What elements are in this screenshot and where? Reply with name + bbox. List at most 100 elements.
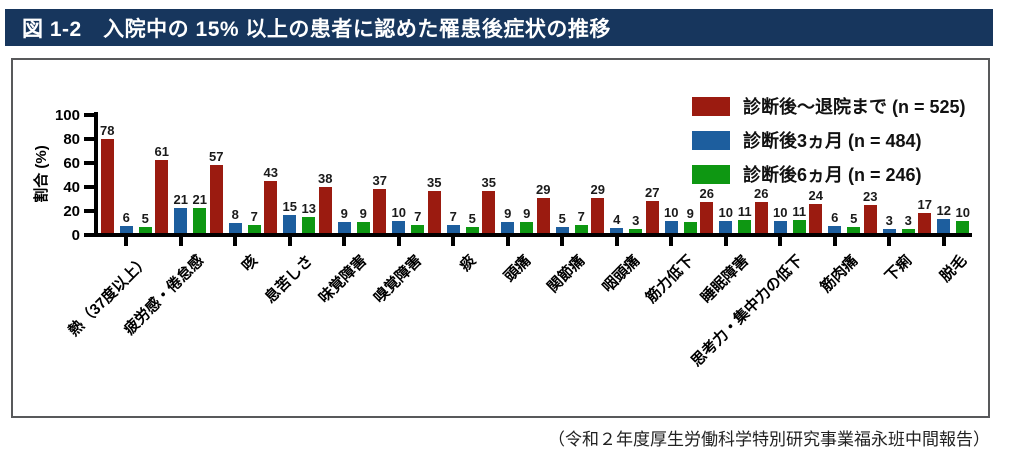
- bar-with-label: 3: [629, 214, 643, 233]
- bar-with-label: 7: [574, 208, 588, 233]
- bar: [809, 204, 823, 233]
- bar-with-label: 10: [664, 206, 678, 233]
- bar: [610, 228, 624, 233]
- bar-value-label: 4: [613, 212, 621, 228]
- bar: [645, 200, 659, 233]
- legend-item-label: 診断後～退院まで (n = 525): [743, 97, 966, 117]
- bar: [138, 227, 152, 233]
- bar-with-label: 26: [699, 185, 714, 233]
- bar-with-label: 24: [808, 188, 823, 233]
- bar-value-label: 9: [504, 206, 512, 222]
- x-axis-tick: [887, 237, 892, 246]
- x-axis-tick: [342, 237, 347, 246]
- bar-with-label: 15: [282, 199, 297, 233]
- bar-with-label: 10: [392, 206, 406, 233]
- y-axis-tick: [84, 113, 96, 117]
- bar-with-label: 6: [119, 209, 133, 233]
- bar-value-label: 37: [372, 172, 387, 188]
- bar-value-label: 13: [301, 201, 316, 217]
- bar-with-label: 27: [645, 186, 659, 233]
- bar: [482, 191, 496, 233]
- bar-with-label: 17: [918, 198, 932, 233]
- bar-value-label: 26: [699, 185, 714, 201]
- bar-value-label: 7: [577, 208, 585, 224]
- y-axis-tick: [84, 161, 96, 165]
- bar: [427, 191, 441, 233]
- bar: [520, 222, 534, 233]
- y-axis-tick: [84, 233, 96, 237]
- bar-value-label: 7: [449, 208, 457, 224]
- x-category-label: 脱毛: [936, 252, 970, 286]
- x-category-label: 筋力低下: [642, 252, 698, 307]
- bar: [119, 225, 133, 233]
- bar-value-label: 9: [359, 206, 367, 222]
- bar-value-label: 9: [340, 206, 348, 222]
- x-category-label: 筋肉痛: [817, 252, 861, 296]
- legend-item: 診断後～退院まで (n = 525): [692, 93, 966, 119]
- bar-value-label: 21: [192, 191, 207, 207]
- bar: [337, 222, 351, 233]
- bar-with-label: 9: [501, 206, 515, 233]
- x-category-label: 関節痛: [544, 252, 589, 296]
- x-axis-line: [94, 233, 972, 237]
- bar-value-label: 35: [427, 175, 442, 190]
- bar-with-label: 12: [937, 204, 951, 233]
- bar-value-label: 43: [263, 165, 278, 181]
- bar: [174, 207, 188, 233]
- bar-group: 27 10 9: [644, 60, 699, 233]
- x-category-label: 下痢: [882, 252, 916, 286]
- x-axis-tick: [178, 237, 183, 246]
- bar-group: 78 6 5: [99, 60, 154, 233]
- bar-value-label: 24: [808, 188, 823, 204]
- bar-value-label: 38: [318, 171, 333, 187]
- bar-with-label: 11: [737, 203, 752, 233]
- bar: [465, 227, 479, 233]
- bar: [555, 227, 569, 233]
- y-axis-tick-label: 60: [63, 155, 80, 172]
- bar: [446, 224, 460, 233]
- bar: [683, 222, 697, 233]
- legend-color-swatch: [692, 164, 730, 184]
- bar-value-label: 57: [209, 148, 224, 164]
- x-axis-tick: [778, 237, 783, 246]
- bar: [193, 207, 207, 233]
- bar-with-label: 5: [138, 212, 152, 233]
- bar: [719, 221, 733, 233]
- bar-with-label: 7: [247, 210, 261, 233]
- bar: [591, 198, 605, 233]
- bar: [863, 205, 877, 233]
- bar: [937, 218, 951, 233]
- bar-with-label: 11: [792, 205, 806, 233]
- bar: [918, 212, 932, 233]
- x-axis-tick: [941, 237, 946, 246]
- bar-with-label: 21: [174, 193, 188, 233]
- x-category-label: 咽頭痛: [599, 252, 643, 296]
- bar-with-label: 57: [209, 148, 224, 233]
- bar-value-label: 6: [122, 209, 130, 225]
- bar-value-label: 7: [414, 208, 422, 224]
- bar: [264, 181, 278, 233]
- y-axis-tick: [84, 185, 96, 189]
- bar-value-label: 11: [737, 203, 752, 219]
- bar-with-label: 23: [863, 190, 877, 233]
- bar-with-label: 26: [754, 187, 768, 233]
- bar: [373, 188, 387, 233]
- bar-value-label: 5: [558, 211, 566, 226]
- x-axis-tick: [723, 237, 728, 246]
- bar: [792, 219, 806, 233]
- bar-value-label: 8: [231, 207, 239, 223]
- bar-value-label: 15: [282, 199, 297, 214]
- y-axis-line: [94, 112, 98, 237]
- y-axis-tick-label: 0: [71, 227, 80, 244]
- y-axis-tick-label: 20: [63, 203, 80, 220]
- bar-value-label: 5: [850, 211, 858, 226]
- bar-group: 57 8 7: [208, 60, 263, 233]
- bar-value-label: 29: [590, 182, 605, 198]
- x-axis-tick: [832, 237, 837, 246]
- y-axis-tick-label: 100: [54, 107, 80, 124]
- y-axis-tick-label: 80: [63, 131, 80, 148]
- x-category-label: 痰: [456, 252, 480, 275]
- bar: [738, 219, 752, 233]
- bar-with-label: 5: [465, 212, 479, 233]
- x-axis-tick: [505, 237, 510, 246]
